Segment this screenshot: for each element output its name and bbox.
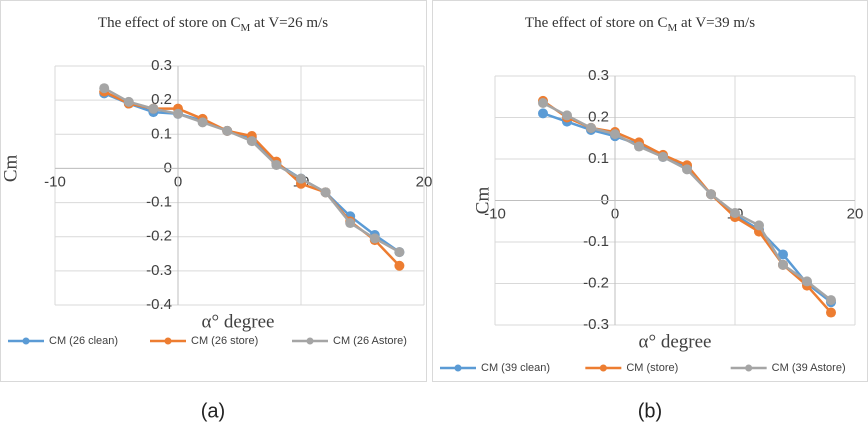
y-tick-label: 0.3 — [588, 67, 609, 84]
legend-marker — [599, 364, 607, 372]
data-point — [345, 218, 356, 229]
y-tick-label: 0.2 — [588, 108, 609, 125]
y-tick-label: 0.3 — [151, 57, 172, 74]
data-point — [610, 129, 620, 140]
data-point — [271, 160, 282, 171]
data-point — [778, 249, 788, 260]
caption: (a) — [201, 400, 225, 422]
y-tick-label: -0.1 — [146, 194, 172, 211]
title-text: The effect of store on C — [98, 15, 241, 31]
data-point — [826, 295, 836, 306]
x-tick-label: 20 — [416, 173, 433, 190]
legend-marker — [454, 364, 462, 372]
data-point — [538, 97, 548, 108]
data-point — [173, 108, 183, 119]
legend-label: CM (26 store) — [191, 335, 258, 347]
legend-label: CM (26 Astore) — [333, 335, 407, 347]
data-point — [754, 220, 764, 231]
y-tick-label: -0.1 — [583, 233, 609, 250]
x-tick-label: -10 — [484, 205, 506, 222]
legend-label: CM (39 Astore) — [772, 362, 846, 374]
data-point — [394, 260, 405, 271]
chart-title: The effect of store on CM at V=26 m/s — [98, 15, 328, 33]
legend-marker — [306, 337, 314, 345]
title-text: The effect of store on C — [525, 15, 668, 31]
data-point — [394, 247, 405, 258]
x-tick-label: 20 — [847, 205, 864, 222]
y-tick-label: -0.3 — [583, 316, 609, 333]
legend-marker — [164, 337, 172, 345]
data-point — [296, 173, 306, 184]
panel-frame — [432, 0, 868, 382]
y-tick-label: 0 — [601, 191, 609, 208]
x-axis-label: α° degree — [639, 331, 712, 352]
data-point — [320, 187, 331, 198]
data-point — [222, 125, 233, 136]
title-subscript: M — [241, 22, 251, 34]
caption: (b) — [638, 400, 662, 422]
data-point — [682, 164, 692, 175]
y-tick-label: -0.4 — [146, 296, 172, 313]
title-suffix: at V=39 m/s — [677, 15, 755, 31]
data-point — [123, 96, 134, 107]
y-tick-label: 0.1 — [151, 125, 172, 142]
data-point — [148, 103, 159, 114]
data-point — [778, 259, 788, 270]
data-point — [586, 122, 596, 133]
legend-marker — [745, 364, 753, 372]
legend-label: CM (26 clean) — [49, 335, 118, 347]
y-tick-label: 0 — [164, 159, 172, 176]
y-tick-label: -0.2 — [583, 274, 609, 291]
data-point — [562, 110, 572, 121]
x-tick-label: -10 — [44, 173, 66, 190]
y-axis-label: Cm — [0, 154, 21, 182]
data-point — [706, 189, 716, 200]
title-suffix: at V=26 m/s — [250, 15, 328, 31]
legend-marker — [22, 337, 30, 345]
data-point — [538, 108, 548, 119]
panel-frame — [0, 0, 427, 382]
legend-label: CM (store) — [626, 362, 678, 374]
y-tick-label: -0.2 — [146, 228, 172, 245]
data-point — [99, 83, 110, 94]
title-subscript: M — [668, 22, 678, 34]
y-axis-label: Cm — [472, 187, 493, 215]
x-axis-label: α° degree — [202, 311, 275, 332]
data-point — [246, 136, 257, 147]
y-tick-label: 0.1 — [588, 150, 609, 167]
data-point — [826, 307, 836, 318]
data-point — [634, 141, 644, 152]
data-point — [658, 151, 668, 162]
data-point — [369, 233, 380, 244]
data-point — [802, 276, 812, 287]
legend-label: CM (39 clean) — [481, 362, 550, 374]
y-tick-label: 0.2 — [151, 91, 172, 108]
chart-title: The effect of store on CM at V=39 m/s — [525, 15, 755, 33]
data-point — [730, 207, 740, 218]
data-point — [197, 117, 208, 128]
y-tick-label: -0.3 — [146, 262, 172, 279]
